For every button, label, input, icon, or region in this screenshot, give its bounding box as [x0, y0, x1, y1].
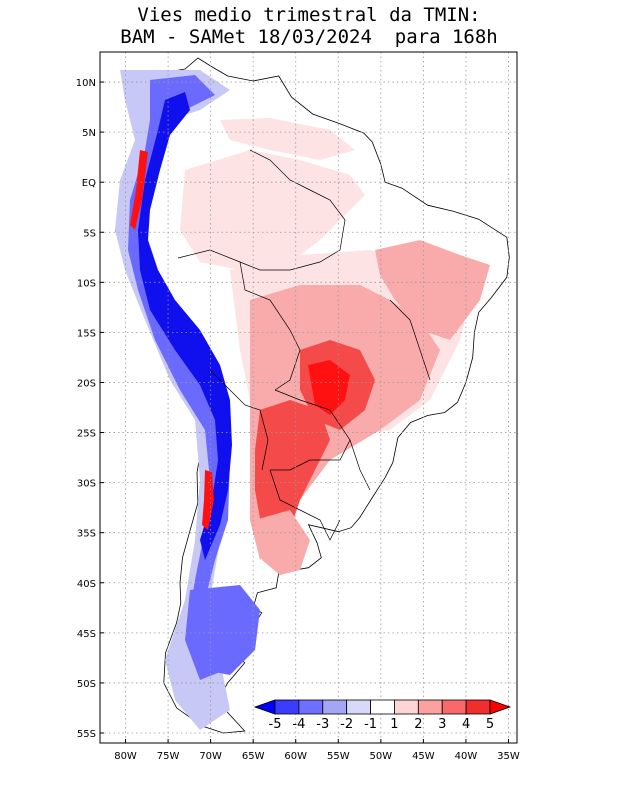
warm-light-region-north — [220, 118, 355, 160]
bias-field — [100, 52, 517, 743]
lon-tick-label: 60W — [284, 751, 307, 762]
lat-tick-label: 55S — [77, 729, 96, 740]
cold-medium-region-andes — [128, 75, 230, 680]
lon-tick-label: 35W — [497, 751, 520, 762]
colorbar-swatch — [417, 699, 443, 715]
colorbar-label: -2 — [340, 717, 353, 732]
lat-tick-label: 10N — [76, 78, 96, 89]
warm-medium-region-east — [375, 240, 490, 340]
colorbar-label: -3 — [316, 717, 329, 732]
colorbar-swatch — [274, 699, 300, 715]
country-borders — [177, 149, 431, 541]
lon-tick-label: 65W — [242, 751, 265, 762]
colorbar-label: -5 — [269, 717, 282, 732]
cold-medium-region-patagonia — [185, 585, 260, 675]
map-title-line-2: BAM - SAMet 18/03/2024 para 168h — [120, 26, 498, 48]
lat-tick-label: 20S — [77, 378, 96, 389]
lat-tick-label: 30S — [77, 479, 96, 490]
cold-strong-region-andes — [138, 92, 232, 560]
lon-tick-label: 80W — [114, 751, 137, 762]
colorbar-label: -4 — [292, 717, 305, 732]
map-frame — [99, 51, 518, 744]
colorbar-swatch — [322, 699, 348, 715]
colorbar-swatch — [298, 699, 324, 715]
warm-light-region-amazon — [180, 150, 365, 270]
colorbar-label: 4 — [462, 717, 470, 732]
lat-tick-label: EQ — [82, 178, 96, 189]
axis-ticks: 10N 5N EQ 5S 10S 15S 20S 25S 30S 35S 40S 45S 50S 55S 8… — [76, 78, 520, 762]
lon-tick-label: 75W — [157, 751, 180, 762]
lat-tick-label: 50S — [77, 679, 96, 690]
colorbar-swatch — [394, 699, 419, 715]
colorbar-swatch — [465, 699, 491, 715]
lat-tick-label: 5S — [83, 228, 96, 239]
lon-tick-label: 70W — [199, 751, 222, 762]
colorbar-label: 2 — [414, 717, 422, 732]
lat-tick-label: 10S — [77, 278, 96, 289]
colorbar-label: 1 — [390, 717, 398, 732]
colorbar-swatch — [370, 699, 395, 715]
lat-tick-label: 25S — [77, 429, 96, 440]
lon-tick-label: 55W — [327, 751, 350, 762]
lat-tick-label: 5N — [82, 128, 96, 139]
colorbar-arrow-high — [489, 699, 512, 715]
warm-strong-region-south — [255, 400, 330, 545]
lat-tick-label: 15S — [77, 328, 96, 339]
lat-tick-label: 45S — [77, 629, 96, 640]
colorbar-label: -1 — [364, 717, 377, 732]
colorbar-swatch — [346, 699, 371, 715]
lon-tick-label: 40W — [455, 751, 478, 762]
lon-tick-label: 50W — [370, 751, 393, 762]
map-title-line-1: Vies medio trimestral da TMIN: — [137, 4, 481, 26]
colorbar: -5 -4 -3 -2 -1 1 2 3 4 5 — [253, 699, 512, 732]
colorbar-swatch — [441, 699, 467, 715]
lat-tick-label: 35S — [77, 529, 96, 540]
gridlines — [100, 52, 517, 743]
lat-tick-label: 40S — [77, 579, 96, 590]
lon-tick-label: 45W — [412, 751, 435, 762]
warm-medium-region-pampas — [255, 510, 310, 575]
warm-extreme-region — [308, 360, 350, 415]
colorbar-label: 3 — [438, 717, 446, 732]
warm-extreme-streak-andes-north — [130, 150, 148, 230]
colorbar-label: 5 — [486, 717, 494, 732]
